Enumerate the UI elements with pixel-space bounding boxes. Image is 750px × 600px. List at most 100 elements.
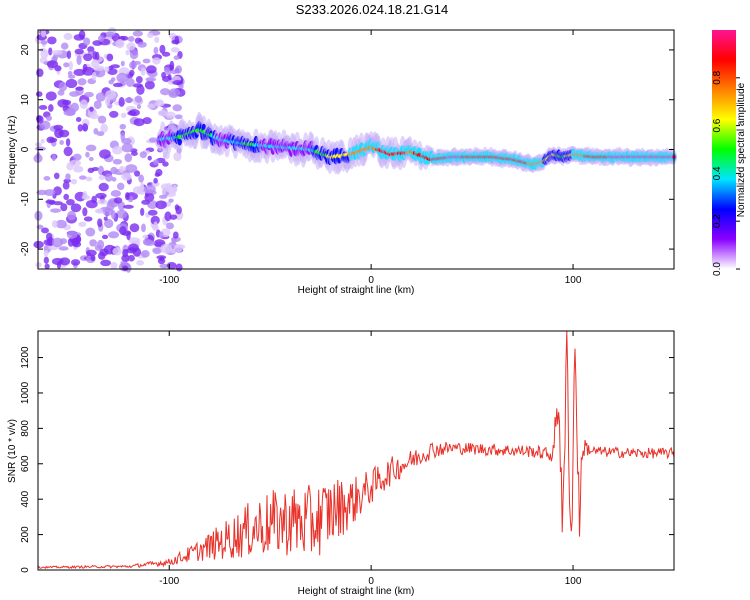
noise-blob [170,47,180,53]
noise-blob [138,174,145,183]
noise-blob [129,223,140,233]
noise-blob [160,243,173,254]
y-tick-label: 800 [20,420,31,437]
noise-blob [139,151,147,159]
x-tick-label: 100 [565,275,582,286]
noise-blob [111,176,117,182]
noise-blob [154,36,160,43]
noise-blob [51,49,63,55]
noise-blob [75,117,82,122]
y-tick-label: 400 [20,490,31,507]
noise-blob [121,143,133,153]
noise-blob [174,204,180,211]
noise-blob [150,215,160,225]
noise-blob [58,81,68,92]
noise-blob [147,155,152,161]
noise-blob [63,146,73,157]
noise-blob [53,201,63,206]
noise-blob [147,103,155,109]
noise-blob [118,165,126,173]
noise-blob [165,222,174,230]
noise-blob [63,32,73,41]
noise-blob [117,201,126,211]
noise-blob [72,241,82,248]
noise-blob [45,91,57,101]
noise-blob [127,110,137,116]
noise-blob [70,102,80,112]
noise-blob [78,30,86,40]
noise-blob [107,231,120,239]
noise-blob [110,209,116,220]
noise-blob [63,109,76,116]
noise-blob [125,77,135,88]
noise-blob [116,209,128,219]
noise-blob [120,60,125,67]
noise-blob [145,65,157,74]
noise-blob [112,247,122,256]
noise-blob [57,89,65,96]
noise-blob [134,170,141,177]
noise-blob [104,97,111,106]
noise-blob [34,146,46,151]
spectrogram-x-label: Height of straight line (km) [298,285,415,296]
noise-blob [112,158,123,165]
noise-blob [85,176,93,182]
noise-blob [157,109,168,117]
noise-blob [127,36,135,42]
noise-blob [95,92,106,102]
noise-blob [152,247,162,255]
noise-blob [136,260,145,266]
noise-blob [104,173,113,182]
noise-blob [76,55,82,66]
noise-blob [121,137,132,145]
noise-blob [90,254,96,262]
noise-blob [122,204,134,209]
noise-blob [98,182,109,192]
noise-blob [140,207,145,217]
noise-blob [124,192,130,201]
noise-blob [178,84,184,89]
noise-blob [168,198,174,203]
noise-blob [162,161,169,167]
noise-blob [110,261,118,270]
noise-blob [53,172,60,180]
spectrogram-y-label: Frequency (Hz) [7,116,18,185]
noise-blob [54,128,64,139]
noise-blob [59,140,64,145]
noise-blob [82,63,88,72]
noise-blob [84,91,94,98]
noise-blob [134,95,143,103]
noise-blob [52,237,64,248]
x-tick-label: 0 [368,576,374,587]
noise-blob [109,110,119,118]
snr-series-line [37,330,675,569]
y-tick-label: 10 [20,94,31,106]
noise-blob [152,57,161,65]
colorbar-tick-label: 0.4 [712,166,723,180]
noise-blob [159,44,166,54]
noise-blob [135,76,143,84]
noise-blob [83,37,91,46]
noise-blob [152,159,159,165]
noise-blob [50,208,62,213]
spectrogram-noise-layer [33,27,186,273]
noise-blob [147,209,158,216]
noise-blob [88,156,94,162]
noise-blob [148,137,158,143]
noise-blob [89,239,98,247]
noise-blob [85,144,97,152]
noise-blob [65,78,78,89]
noise-blob [100,259,112,267]
noise-blob [79,175,87,180]
noise-blob [174,114,183,120]
noise-blob [91,71,97,81]
noise-blob [147,32,154,39]
noise-blob [105,89,117,100]
noise-blob [131,151,138,156]
noise-blob [128,243,139,252]
noise-blob [133,118,145,127]
noise-blob [48,47,53,56]
noise-blob [53,124,64,131]
noise-blob [47,36,57,45]
noise-blob [97,199,108,205]
